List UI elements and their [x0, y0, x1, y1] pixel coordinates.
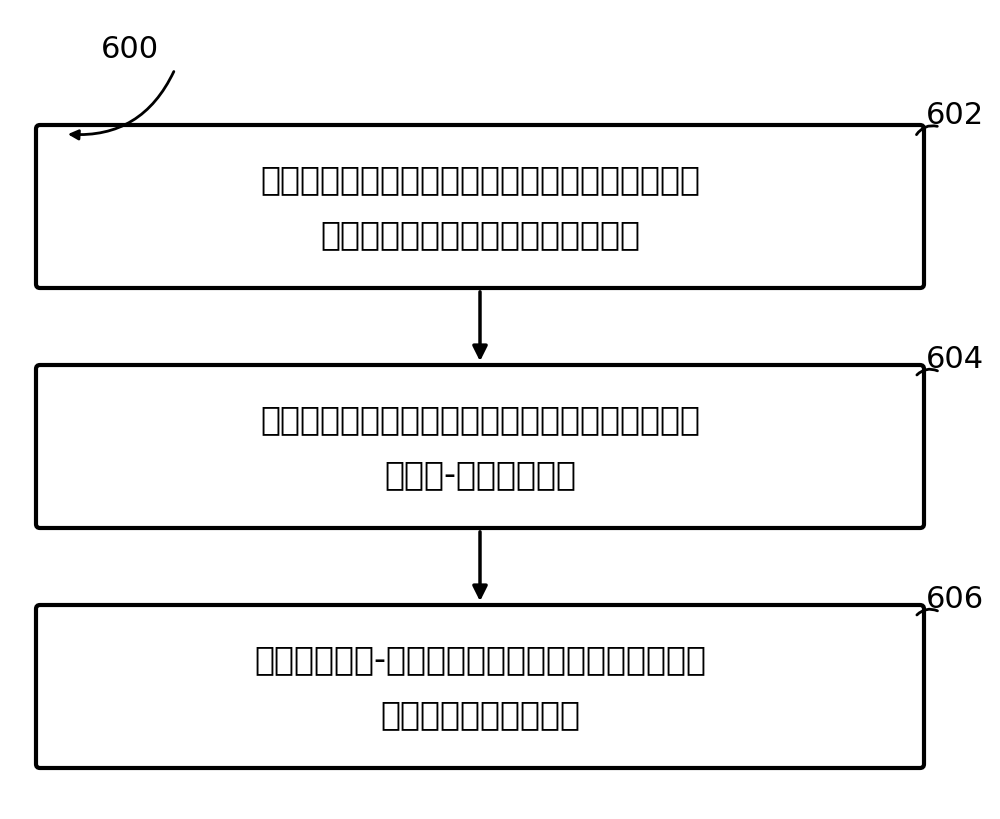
FancyBboxPatch shape: [36, 605, 924, 768]
Text: 物方空间确定物方轮廓: 物方空间确定物方轮廓: [380, 698, 580, 731]
Text: 基于多个像方轮廓分别确定针对多个像方图像的多: 基于多个像方轮廓分别确定针对多个像方图像的多: [260, 403, 700, 436]
FancyBboxPatch shape: [36, 126, 924, 288]
Text: 基于接收的多个像方图像，至少确定观测对象在多: 基于接收的多个像方图像，至少确定观测对象在多: [260, 163, 700, 197]
Text: 个像方图像中的相应的多个像方轮廓: 个像方图像中的相应的多个像方轮廓: [320, 218, 640, 251]
Text: 602: 602: [926, 101, 984, 129]
Text: 606: 606: [926, 585, 984, 613]
FancyBboxPatch shape: [36, 365, 924, 528]
Text: 个像方-物方映射关系: 个像方-物方映射关系: [384, 458, 576, 491]
Text: 604: 604: [926, 345, 984, 374]
Text: 600: 600: [101, 35, 159, 65]
Text: 基于多个像方-物方映射关系，针对观测对象所在的: 基于多个像方-物方映射关系，针对观测对象所在的: [254, 643, 706, 676]
